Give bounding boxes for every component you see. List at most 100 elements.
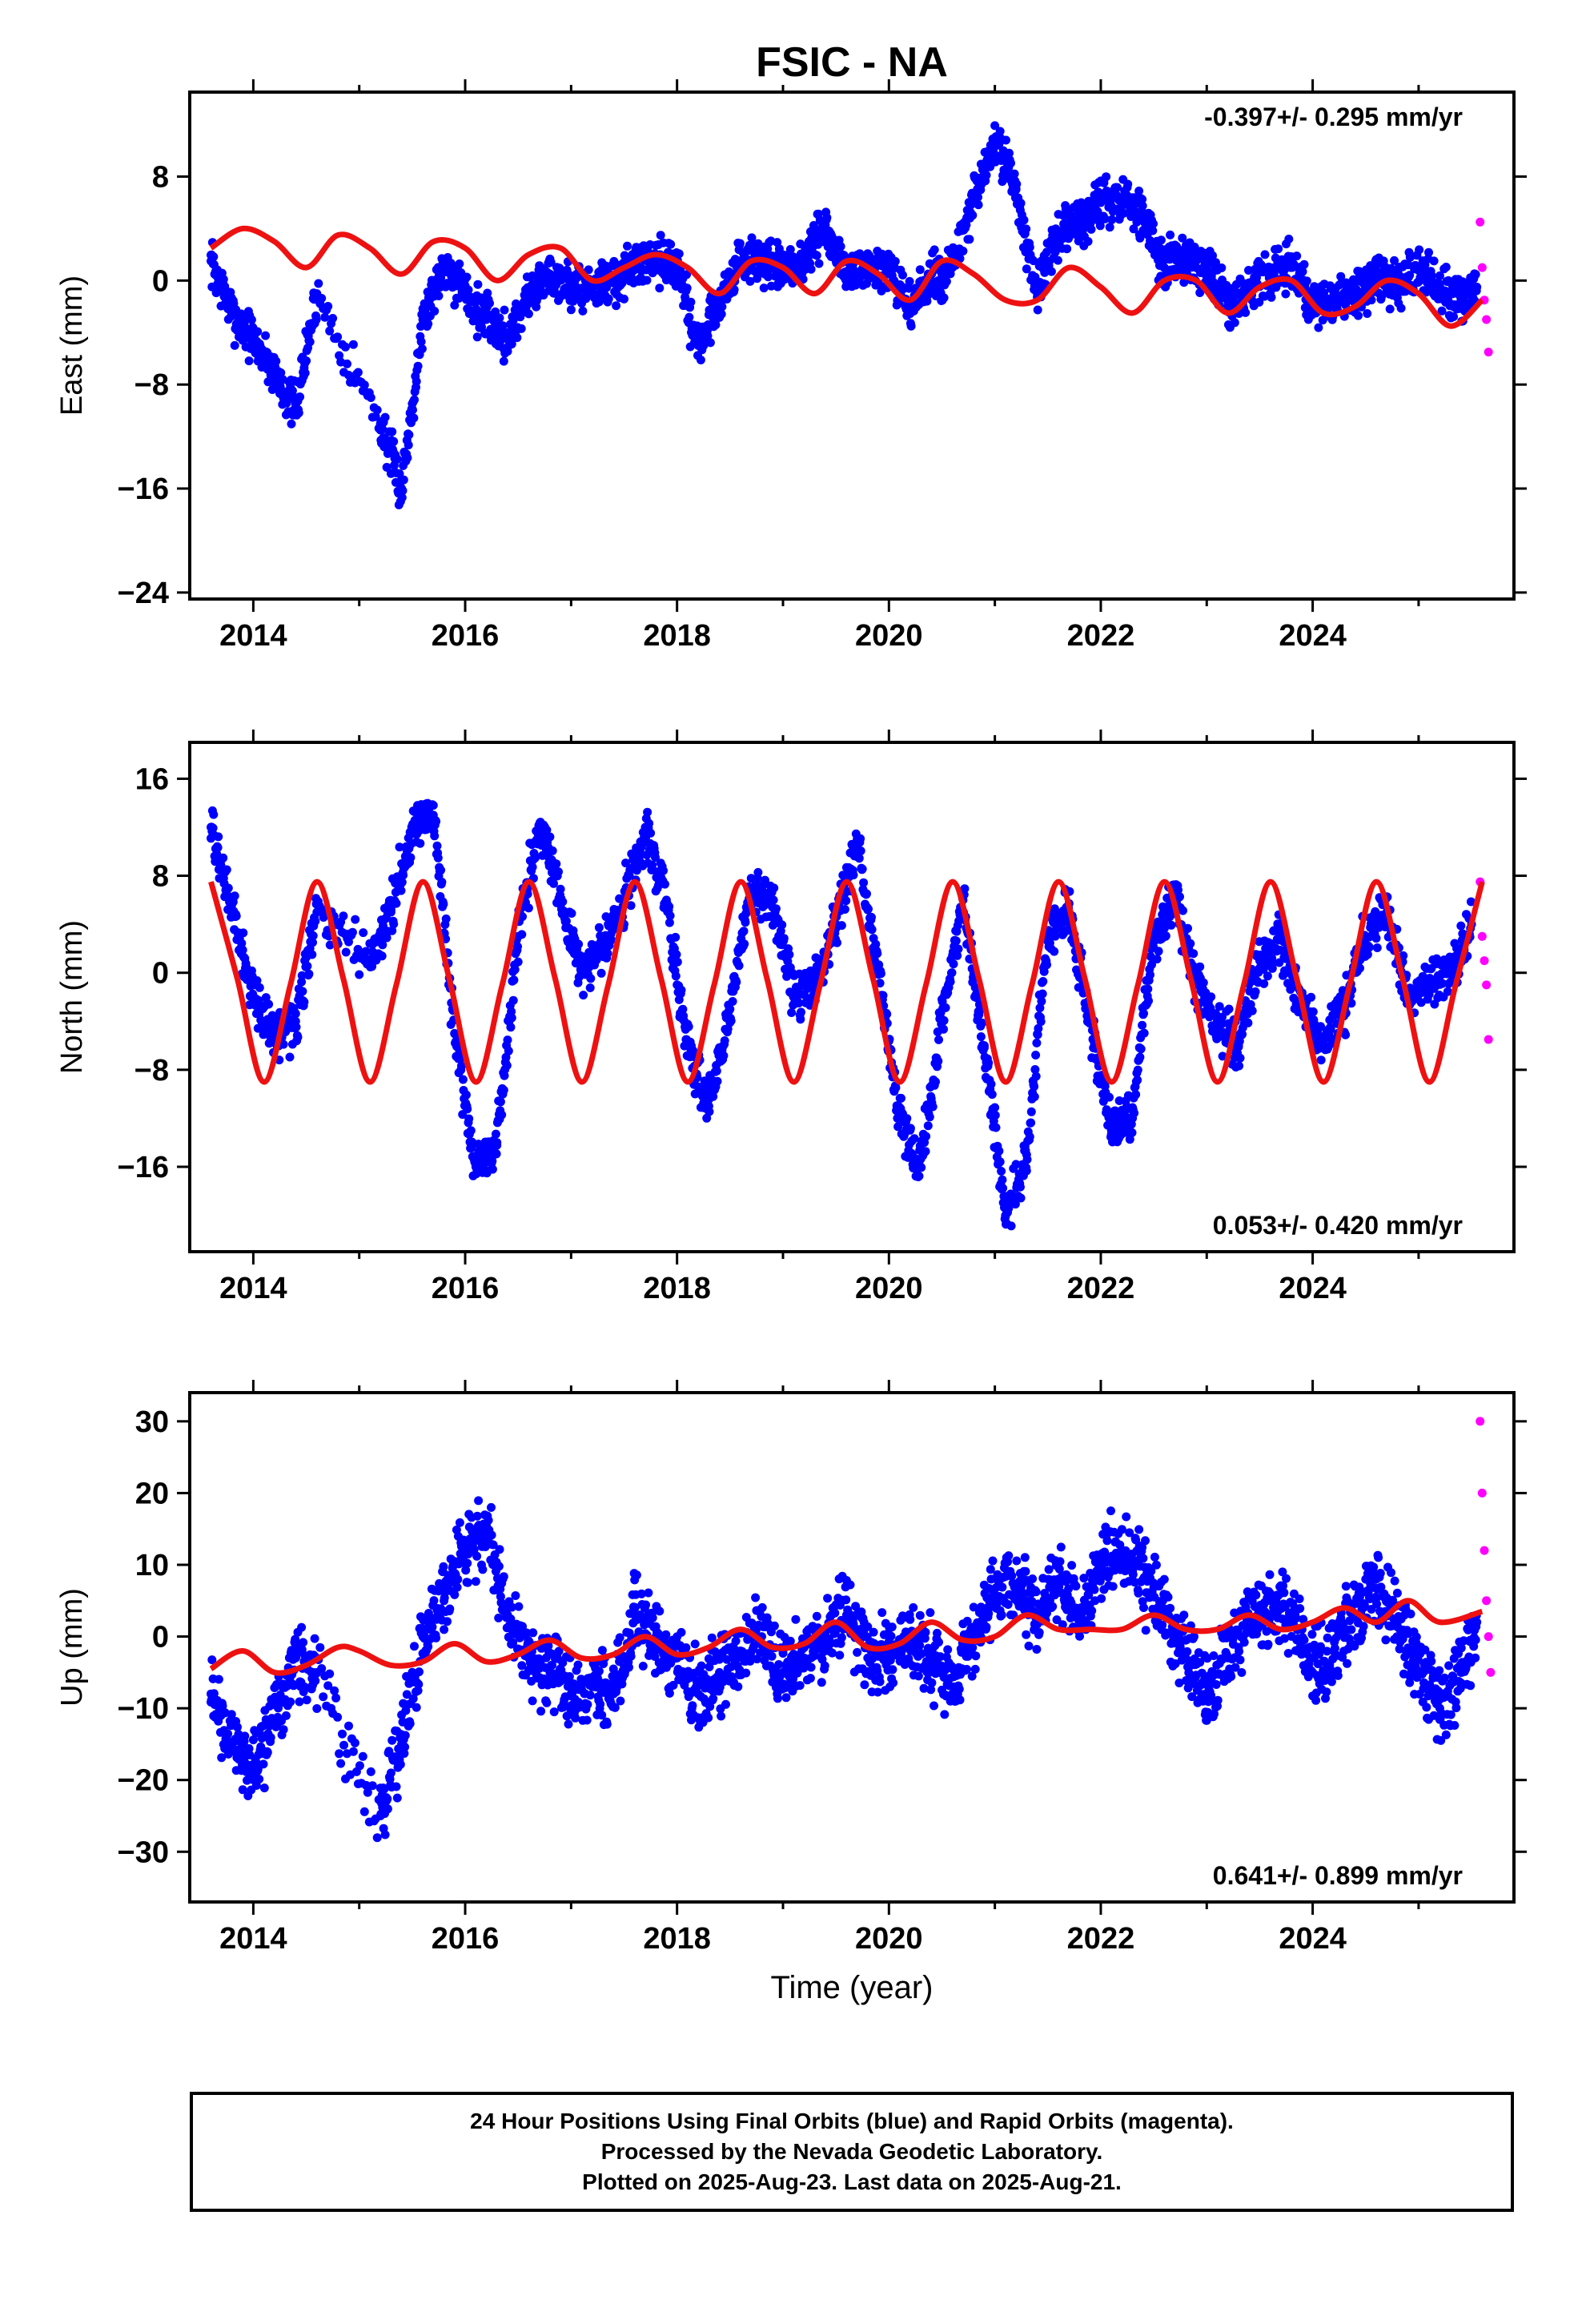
data-point <box>263 1747 272 1757</box>
data-point <box>809 221 818 230</box>
data-point <box>1308 1007 1318 1016</box>
east-frame <box>188 90 1516 601</box>
x-tick-label: 2016 <box>432 619 500 653</box>
data-point <box>413 361 423 371</box>
data-point <box>255 1775 264 1784</box>
data-point <box>503 334 512 344</box>
data-point <box>1136 1044 1146 1054</box>
data-point <box>922 296 932 306</box>
data-point <box>1050 947 1059 956</box>
data-point <box>1042 960 1051 970</box>
data-point <box>297 977 307 987</box>
data-point <box>705 338 715 348</box>
data-point <box>218 1701 227 1711</box>
data-point <box>1011 185 1021 195</box>
data-point <box>1038 989 1047 999</box>
data-point <box>244 356 254 366</box>
data-point <box>1037 996 1046 1006</box>
data-point <box>1030 1092 1039 1101</box>
data-point <box>223 883 233 893</box>
data-point <box>287 419 296 428</box>
data-point <box>404 440 413 450</box>
data-point <box>530 853 540 862</box>
data-point <box>779 934 789 943</box>
data-point <box>1314 323 1323 332</box>
data-point <box>416 838 425 848</box>
data-point <box>1186 939 1195 948</box>
data-point <box>1133 1076 1142 1085</box>
data-point <box>1446 968 1456 978</box>
data-point <box>406 853 416 862</box>
data-point <box>905 1124 915 1133</box>
data-point <box>397 878 407 887</box>
data-point <box>253 327 263 336</box>
data-point <box>1062 244 1072 254</box>
data-point <box>528 862 537 872</box>
data-point <box>682 283 692 293</box>
data-point <box>984 1058 994 1068</box>
data-point <box>916 1162 926 1172</box>
data-point <box>1100 214 1110 223</box>
data-point <box>513 957 523 967</box>
data-point <box>1146 970 1154 979</box>
data-point <box>812 251 821 260</box>
data-point <box>1034 1023 1043 1033</box>
data-point <box>513 942 522 951</box>
x-tick-label: 2022 <box>1067 619 1135 653</box>
y-tick-label: −24 <box>118 577 169 610</box>
data-point <box>359 928 368 938</box>
data-point <box>412 376 421 386</box>
data-point <box>1138 195 1147 204</box>
data-point <box>1415 245 1424 255</box>
data-point <box>566 283 576 292</box>
data-point <box>1166 920 1176 930</box>
data-point <box>240 1731 250 1741</box>
data-point <box>968 211 978 220</box>
data-point <box>1260 250 1270 259</box>
data-point <box>1477 263 1487 272</box>
data-point <box>456 1061 466 1071</box>
data-point <box>450 1028 460 1038</box>
data-point <box>976 1032 986 1041</box>
data-point <box>995 127 1005 136</box>
data-point <box>567 909 576 918</box>
data-point <box>584 265 593 275</box>
data-point <box>1022 1166 1031 1176</box>
data-point <box>703 332 713 340</box>
data-point <box>439 899 448 909</box>
data-point <box>279 1039 288 1049</box>
data-point <box>1149 219 1158 228</box>
data-point <box>488 1156 497 1166</box>
data-point <box>1224 1004 1234 1014</box>
data-point <box>410 395 419 404</box>
data-point <box>1125 1135 1134 1144</box>
data-point <box>230 891 239 901</box>
data-point <box>1319 288 1328 298</box>
data-point <box>1030 1065 1040 1074</box>
data-point <box>942 277 951 286</box>
data-point <box>982 171 991 180</box>
data-point <box>939 1024 948 1034</box>
data-point <box>1096 198 1106 207</box>
data-point <box>574 939 584 949</box>
data-point <box>1135 233 1145 243</box>
data-point <box>355 970 364 979</box>
data-point <box>946 977 955 987</box>
data-point <box>1138 201 1147 211</box>
data-point <box>836 242 845 251</box>
data-point <box>763 244 773 254</box>
data-point <box>1001 1211 1010 1220</box>
data-point <box>785 245 795 254</box>
data-point <box>339 911 348 921</box>
data-point <box>1476 217 1485 227</box>
data-point <box>1211 1009 1220 1019</box>
data-point <box>998 1175 1007 1184</box>
data-point <box>293 1032 303 1042</box>
data-point <box>642 275 652 285</box>
data-point <box>1152 955 1162 964</box>
data-point <box>378 940 387 950</box>
data-point <box>1016 1193 1026 1203</box>
data-point <box>923 1121 933 1131</box>
data-point <box>997 1167 1006 1176</box>
